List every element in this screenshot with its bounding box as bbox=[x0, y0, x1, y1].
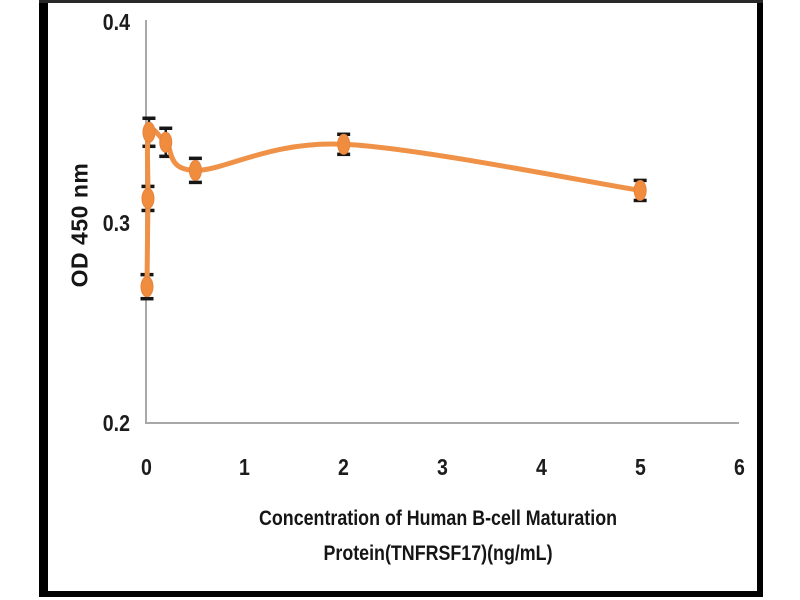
y-tick-label: 0.2 bbox=[102, 410, 130, 436]
x-axis-title: Concentration of Human B-cell Maturation… bbox=[226, 501, 651, 571]
x-tick-label: 0 bbox=[140, 454, 152, 480]
frame-top-line bbox=[39, 0, 763, 3]
data-point-marker bbox=[633, 179, 647, 201]
x-tick-label: 6 bbox=[733, 454, 745, 480]
data-point-marker bbox=[142, 121, 156, 143]
x-tick-label: 3 bbox=[437, 454, 448, 480]
x-tick-label: 2 bbox=[338, 454, 350, 480]
y-axis-title: OD 450 nm bbox=[67, 163, 94, 288]
data-point-marker bbox=[337, 133, 351, 155]
x-tick-label: 5 bbox=[634, 454, 646, 480]
x-tick-label: 1 bbox=[239, 454, 251, 480]
frame-bottom-bar bbox=[39, 591, 763, 597]
data-point-marker bbox=[188, 159, 202, 181]
data-point-marker bbox=[141, 187, 155, 209]
x-tick-label: 4 bbox=[535, 454, 547, 480]
y-tick-label: 0.3 bbox=[102, 209, 130, 236]
data-point-marker bbox=[140, 276, 154, 298]
y-axis-title-text: OD 450 nm bbox=[66, 162, 93, 288]
frame-left-bar bbox=[39, 0, 48, 597]
y-tick-label: 0.4 bbox=[102, 9, 130, 35]
x-axis-title-line2: Protein(TNFRSF17)(ng/mL) bbox=[323, 542, 553, 565]
x-axis-title-line1: Concentration of Human B-cell Maturation bbox=[258, 507, 618, 530]
frame-right-bar bbox=[757, 0, 763, 597]
series-line bbox=[144, 126, 643, 290]
data-point-marker bbox=[159, 131, 173, 153]
